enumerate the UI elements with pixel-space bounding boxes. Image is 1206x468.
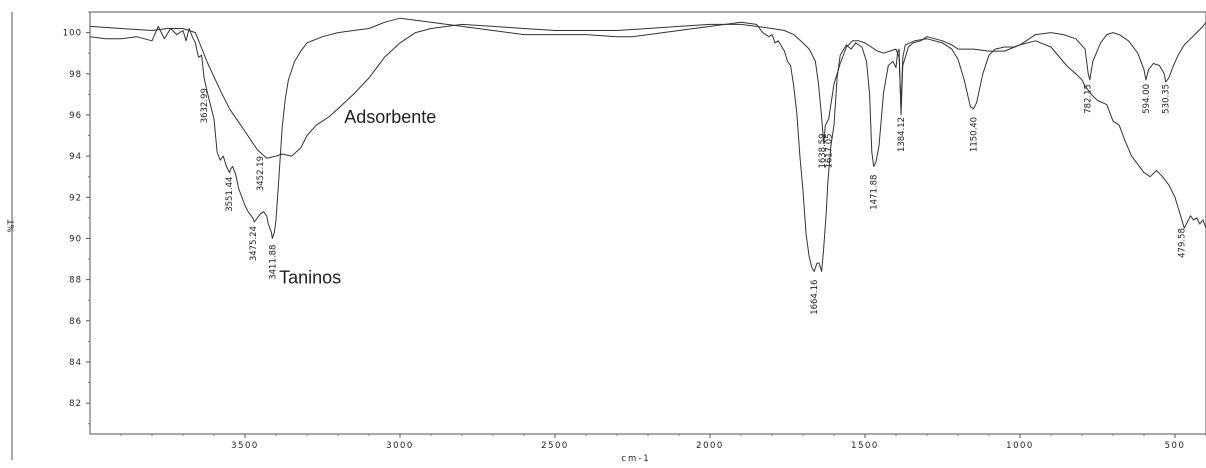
y-tick-label: 86	[69, 317, 82, 327]
peak-label: 1638.59	[818, 133, 828, 168]
y-tick-label: 84	[69, 358, 82, 368]
peak-label: 3411.88	[268, 245, 278, 280]
peak-label: 3632.99	[200, 88, 210, 123]
plot-frame	[89, 11, 1206, 435]
series-line-0	[89, 21, 1206, 159]
x-tick-label: 2000	[696, 441, 724, 451]
x-tick-label: 3500	[231, 441, 259, 451]
peak-label: 782.15	[1084, 84, 1094, 114]
y-tick-label: 100	[63, 29, 82, 39]
peak-labels: 3632.99 3551.44 3475.24 3452.19 3411.88 1664.…	[200, 84, 1187, 315]
peak-label: 1150.40	[970, 117, 980, 152]
y-tick-label: 98	[69, 70, 82, 80]
annotation-label: Taninos	[279, 268, 341, 288]
x-tick-label: 3000	[386, 441, 414, 451]
x-tick-label: 500	[1165, 441, 1186, 451]
peak-label: 3475.24	[249, 226, 259, 261]
x-ticks: 3500 3000 2500 2000 1500 1000 500	[120, 434, 1206, 451]
peak-label: 479.58	[1178, 228, 1188, 258]
series-layer	[89, 17, 1206, 272]
series-line-1	[89, 17, 1206, 272]
annotations: Adsorbente Taninos	[279, 107, 436, 288]
annotation-label: Adsorbente	[344, 107, 436, 127]
peak-label: 1471.88	[870, 175, 880, 210]
peak-label: 1617.05	[825, 133, 835, 168]
x-tick-label: 1500	[851, 441, 879, 451]
peak-label: 3452.19	[256, 156, 266, 191]
x-axis-label: cm-1	[621, 454, 650, 464]
y-tick-label: 94	[69, 152, 82, 162]
peak-label: 3551.44	[225, 177, 235, 212]
x-tick-label: 1000	[1006, 441, 1034, 451]
y-tick-label: 82	[69, 399, 82, 409]
peak-label: 1384.12	[897, 117, 907, 152]
peak-label: 594.00	[1142, 84, 1152, 114]
peak-label: 530.35	[1162, 84, 1172, 114]
y-axis-label: %T	[7, 219, 17, 233]
y-ticks: 82 84 86 88 90 92 94 96 98 100	[63, 11, 90, 425]
y-tick-label: 88	[69, 276, 82, 286]
y-tick-label: 92	[69, 193, 82, 203]
y-tick-label: 96	[69, 111, 82, 121]
y-tick-label: 90	[69, 234, 82, 244]
x-tick-label: 2500	[541, 441, 569, 451]
peak-label: 1664.16	[810, 280, 820, 315]
